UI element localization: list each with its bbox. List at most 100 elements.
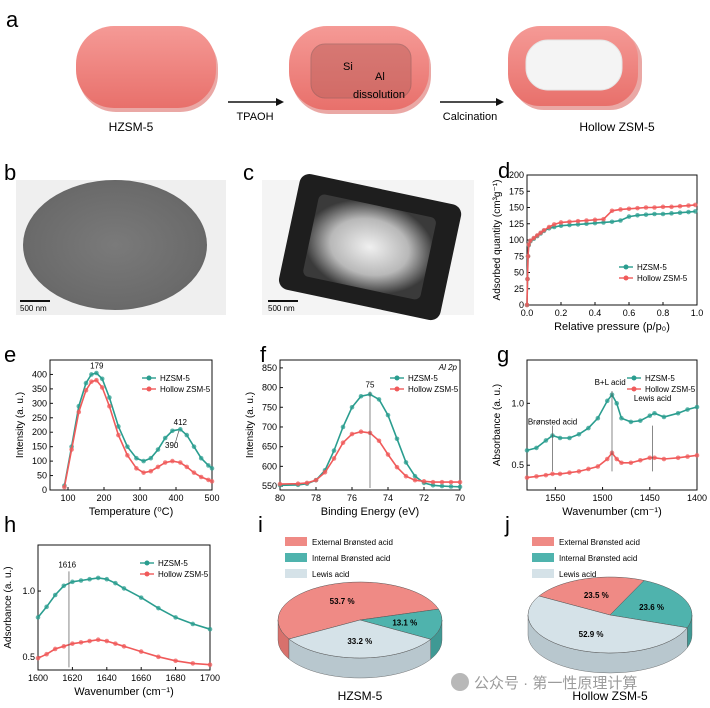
y-tick-label-d: 125: [509, 219, 524, 229]
y-tick-label-h: 0.5: [22, 652, 35, 662]
data-point-g: [694, 404, 700, 410]
x-tick-label-g: 1400: [687, 493, 707, 503]
y-tick-label-d: 100: [509, 235, 524, 245]
legend-marker-d: [623, 275, 629, 281]
label-al: Al: [375, 71, 385, 83]
series-line-e-1: [63, 379, 213, 488]
data-point-g: [595, 415, 601, 421]
legend-swatch-i: [285, 569, 307, 578]
panel-d: d 0.0 0.2 0.4 0.6 0.8 1.0 0 25 50 75 100 125 150 175 20…: [492, 158, 703, 333]
data-point-e: [206, 477, 211, 483]
data-point-f: [313, 477, 319, 483]
data-point-f: [349, 431, 355, 437]
y-tick-label-f: 650: [262, 442, 277, 452]
panel-letter-j: j: [504, 512, 510, 537]
pie-slice-j: [538, 576, 645, 616]
data-point-e: [206, 463, 211, 468]
data-point-e: [191, 444, 197, 449]
data-point-f: [331, 456, 337, 461]
data-point-f: [349, 404, 355, 410]
panel-letter-e: e: [4, 342, 16, 367]
data-point-h: [44, 604, 49, 610]
y-tick-label-d: 25: [514, 284, 524, 294]
scale-label-b: 500 nm: [20, 304, 47, 313]
data-point-g: [567, 435, 572, 441]
data-point-h: [104, 576, 110, 582]
panel-letter-f: f: [260, 342, 267, 367]
x-tick-label-f: 72: [419, 493, 429, 503]
plot-frame-e: [49, 359, 213, 491]
data-point-g: [661, 456, 667, 462]
data-point-g: [567, 470, 572, 475]
data-point-e: [155, 464, 161, 470]
legend-marker-d: [623, 264, 629, 270]
legend-label-i: Lewis acid: [312, 570, 349, 579]
data-point-d: [584, 218, 589, 223]
data-point-d: [558, 223, 564, 228]
data-point-f: [457, 484, 463, 490]
data-point-g: [638, 457, 643, 463]
data-point-h: [95, 637, 101, 643]
legend-label-j: External Brønsted acid: [559, 538, 640, 547]
x-axis-label-d: Relative pressure (p/p₀): [554, 321, 670, 333]
data-point-h: [52, 646, 58, 652]
data-point-f: [322, 469, 328, 475]
data-point-e: [125, 453, 130, 458]
panel-h: h 1600 1620 1640 1660 1680 1700 0.5 1.0 Wavenumbe…: [3, 512, 220, 698]
legend-label-e: HZSM-5: [160, 374, 190, 383]
plot-frame-f: [279, 359, 461, 491]
data-point-d: [677, 210, 683, 215]
x-tick-label-f: 76: [347, 493, 357, 503]
y-tick-label-e: 200: [32, 427, 47, 437]
y-tick-label-e: 350: [32, 384, 47, 394]
y-tick-label-e: 0: [42, 485, 47, 495]
data-point-e: [83, 380, 89, 386]
data-point-f: [394, 464, 400, 470]
y-tick-label-d: 200: [509, 170, 524, 180]
data-point-d: [677, 203, 683, 209]
data-point-d: [635, 213, 640, 218]
panel-a: a HZSM-5 TPAOH Si Al dissolution Calcina…: [6, 7, 655, 134]
data-point-g: [534, 445, 539, 451]
x-tick-label-d: 0.0: [521, 308, 534, 318]
legend-label-i: External Brønsted acid: [312, 538, 393, 547]
data-point-g: [524, 448, 530, 453]
data-point-h: [190, 661, 196, 666]
y-tick-label-e: 150: [32, 442, 47, 452]
data-point-h: [87, 576, 92, 582]
data-point-g: [534, 474, 539, 479]
corner-label-f: Al 2p: [438, 363, 458, 372]
data-point-g: [524, 475, 530, 480]
x-tick-label-d: 0.8: [657, 308, 670, 318]
y-axis-label-f: Intensity (a. u.): [245, 392, 256, 458]
data-point-f: [394, 436, 400, 442]
data-point-e: [198, 455, 204, 461]
annotation-e: 390: [165, 441, 179, 450]
label-dissolution: dissolution: [353, 89, 405, 101]
data-point-d: [567, 222, 572, 228]
data-point-d: [626, 206, 632, 212]
data-point-d: [584, 221, 589, 227]
pie-slice-i: [288, 619, 432, 659]
x-tick-label-h: 1660: [131, 673, 151, 683]
data-point-h: [113, 580, 118, 586]
series-line-h-1: [37, 638, 211, 666]
data-point-h: [35, 655, 41, 661]
legend-marker-f: [394, 375, 400, 381]
legend-label-g: HZSM-5: [645, 374, 675, 383]
data-point-f: [403, 460, 409, 465]
panel-letter-c: c: [243, 160, 254, 185]
x-tick-label-e: 500: [204, 493, 219, 503]
hollow-cavity: [525, 39, 623, 91]
data-point-g: [675, 410, 681, 416]
data-point-f: [340, 424, 346, 430]
data-point-g: [647, 413, 653, 419]
annotation-g: Lewis acid: [634, 394, 671, 403]
data-point-h: [173, 615, 178, 620]
data-point-g: [628, 419, 634, 425]
data-point-g: [619, 460, 624, 466]
data-point-d: [618, 207, 623, 212]
y-axis-label-e: Intensity (a. u.): [15, 392, 26, 458]
data-point-d: [643, 205, 649, 210]
annotation-e: 412: [174, 418, 188, 427]
